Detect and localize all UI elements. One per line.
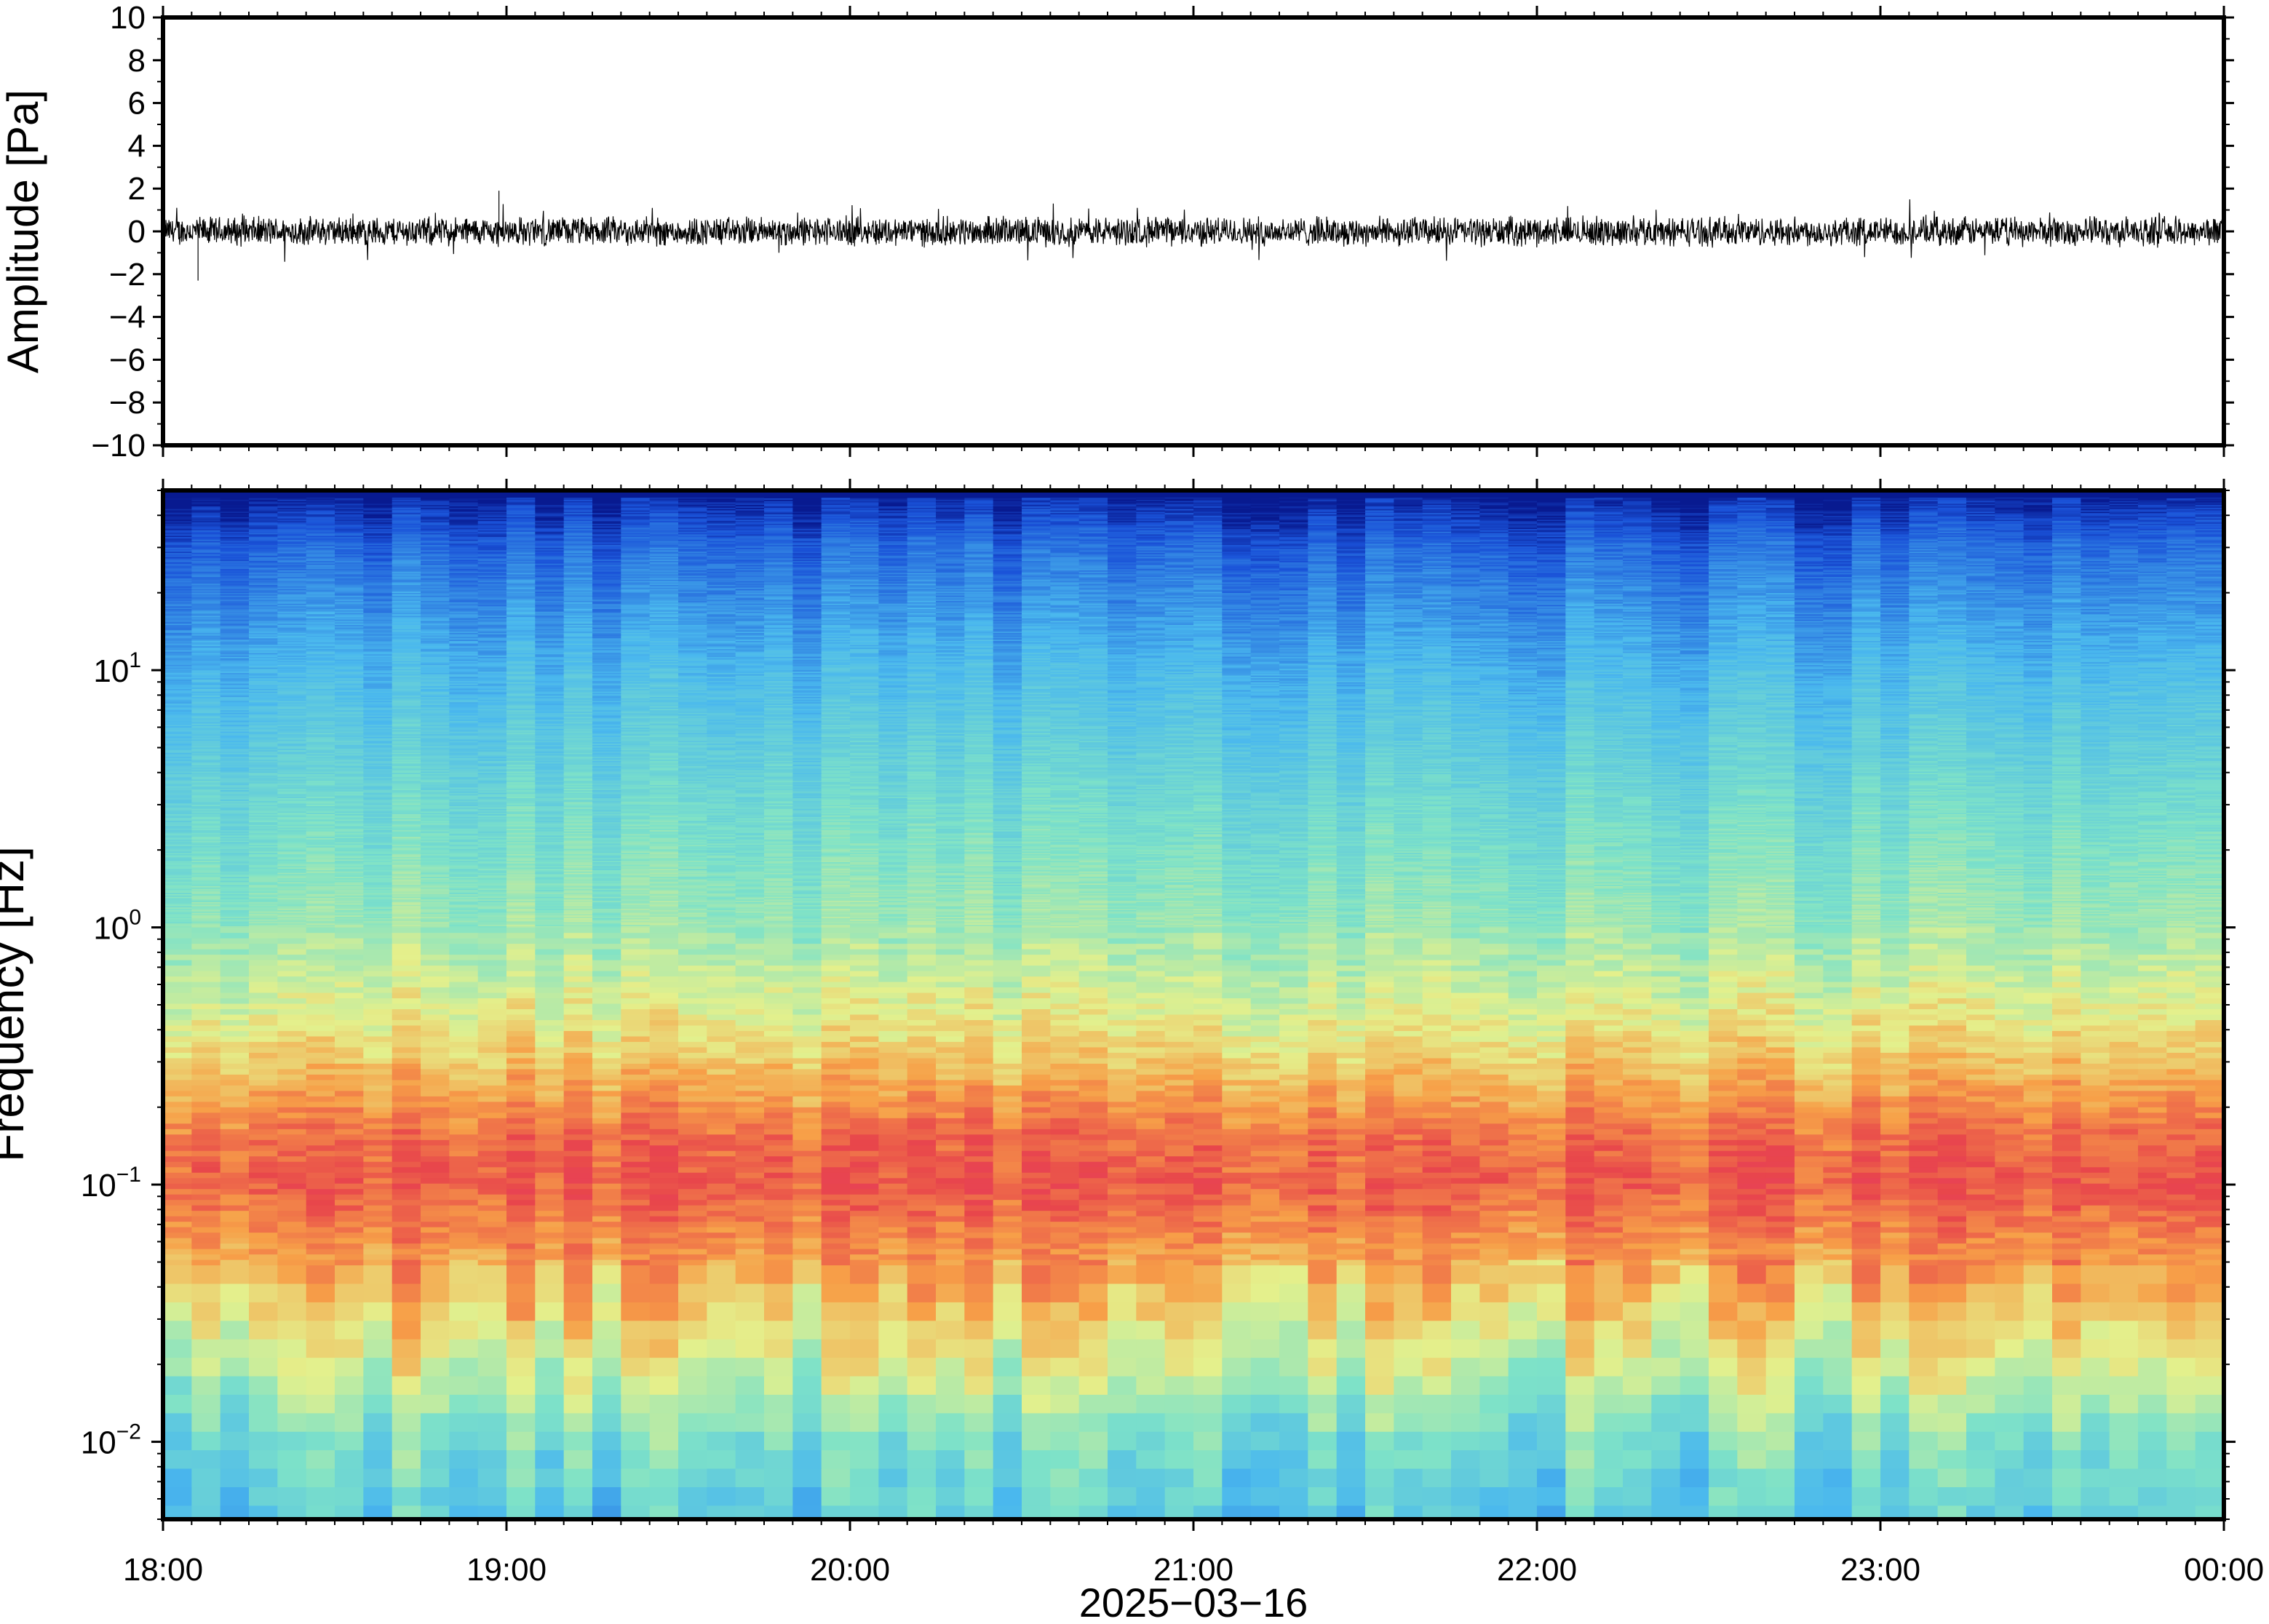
- amplitude-y-tick-label: 8: [128, 43, 146, 79]
- amplitude-axis-label: Amplitude [Pa]: [0, 89, 47, 373]
- amplitude-y-tick-label: 6: [128, 86, 146, 122]
- amplitude-y-tick-label: 0: [128, 214, 146, 250]
- amplitude-panel: 10 8 6 4 2 0 −2 −4 −6 −8 −10 Amplitude [Pa]: [0, 0, 2234, 463]
- spectrogram-heatmap: [163, 490, 2225, 1520]
- amplitude-y-tick-label: 2: [128, 171, 146, 207]
- amplitude-y-tick-label: 10: [110, 0, 146, 36]
- amplitude-y-tick-label: −2: [109, 257, 146, 292]
- amplitude-y-tick-label: −10: [91, 428, 146, 463]
- amplitude-y-tick-label: −4: [109, 300, 146, 335]
- amplitude-y-tick-label: −6: [109, 342, 146, 378]
- amplitude-y-tick-label: 4: [128, 128, 146, 164]
- amplitude-y-tick-label: −8: [109, 385, 146, 421]
- amplitude-y-tick-labels: 10 8 6 4 2 0 −2 −4 −6 −8 −10: [91, 0, 146, 463]
